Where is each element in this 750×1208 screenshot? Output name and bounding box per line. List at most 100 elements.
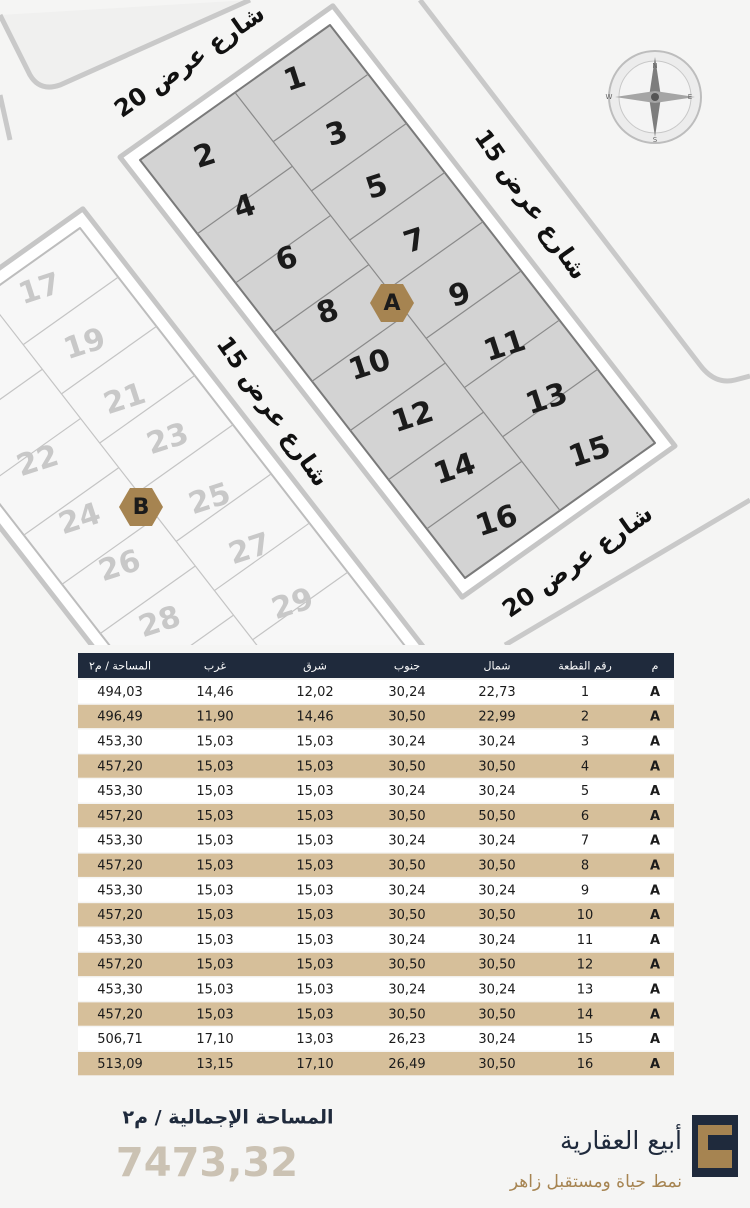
table-cell: 15,03 <box>296 859 333 874</box>
table-cell: 457,20 <box>97 809 143 824</box>
header-cell: جنوب <box>394 660 420 673</box>
table-cell: 15,03 <box>296 958 333 973</box>
table-cell: 16 <box>577 1057 594 1072</box>
table-cell: A <box>650 784 660 799</box>
table-cell: 8 <box>581 859 589 874</box>
table-cell: 457,20 <box>97 759 143 774</box>
table-cell: 2 <box>581 710 589 725</box>
table-cell: 5 <box>581 784 589 799</box>
table-row <box>78 1052 674 1076</box>
plot-boundary <box>61 516 158 585</box>
table-cell: 513,09 <box>97 1057 143 1072</box>
plot-boundary <box>0 417 81 477</box>
table-row <box>78 804 674 828</box>
table-cell: 15,03 <box>196 809 233 824</box>
table-cell: 15,03 <box>196 784 233 799</box>
table-cell: 15,03 <box>296 883 333 898</box>
table-cell: 30,50 <box>388 908 425 923</box>
table-cell: 15,03 <box>296 1007 333 1022</box>
plot-boundary <box>197 165 293 235</box>
table-cell: 30,24 <box>388 685 425 700</box>
plot-boundary <box>502 368 598 438</box>
table-cell: 15,03 <box>296 834 333 849</box>
table-cell: 15,03 <box>196 908 233 923</box>
table-row <box>78 704 674 729</box>
plot-boundary <box>137 424 234 493</box>
compass: N E S W <box>606 50 702 144</box>
table-cell: A <box>650 1032 660 1047</box>
table-cell: 15,03 <box>196 759 233 774</box>
plot-boundary <box>349 172 446 241</box>
table-cell: 30,24 <box>388 735 425 750</box>
table-cell: 50,50 <box>478 809 515 824</box>
table-cell: 30,24 <box>388 983 425 998</box>
table-row <box>78 878 674 902</box>
footer: المساحة الإجمالية / م٢ 7473,32 أبيع العقار… <box>116 1107 738 1192</box>
plot-boundary <box>311 313 408 382</box>
brand-tagline: نمط حياة ومستقبل زاهر <box>509 1172 682 1192</box>
table-cell: 15,03 <box>196 834 233 849</box>
table-cell: 30,24 <box>478 1032 515 1047</box>
block-label: A <box>383 291 400 316</box>
table-cell: 14,46 <box>296 710 333 725</box>
total-label: المساحة الإجمالية / م٢ <box>122 1107 333 1129</box>
table-cell: 457,20 <box>97 958 143 973</box>
table-cell: 30,24 <box>478 883 515 898</box>
plot-boundary <box>235 214 331 284</box>
table-cell: 12,02 <box>296 685 333 700</box>
compass-letter: W <box>606 93 613 101</box>
plot-boundary <box>311 122 407 192</box>
table-cell: 30,50 <box>478 759 515 774</box>
table-cell: 506,71 <box>97 1032 143 1047</box>
table-cell: A <box>650 933 660 948</box>
table-cell: A <box>650 834 660 849</box>
table-cell: 15,03 <box>296 735 333 750</box>
plot-boundary <box>464 319 560 389</box>
table-header-bg <box>78 653 674 678</box>
table-cell: 13,03 <box>296 1032 333 1047</box>
table-cell: A <box>650 983 660 998</box>
table-row <box>78 952 674 977</box>
table-cell: 30,24 <box>478 784 515 799</box>
table-row <box>78 1027 674 1051</box>
plot-boundary <box>22 276 119 346</box>
road-edge <box>418 0 750 384</box>
table-row <box>78 779 674 803</box>
plot-boundary <box>214 522 310 592</box>
table-cell: 11 <box>577 933 594 948</box>
table-cell: 457,20 <box>97 859 143 874</box>
road-edge <box>503 497 750 645</box>
table-cell: 30,24 <box>478 933 515 948</box>
table-cell: 30,50 <box>388 1007 425 1022</box>
compass-letter: S <box>653 136 658 144</box>
table-cell: 26,49 <box>388 1057 425 1072</box>
header-cell: رقم القطعة <box>558 660 612 673</box>
table-cell: 15,03 <box>196 958 233 973</box>
table-cell: A <box>650 958 660 973</box>
plot-boundary <box>99 375 196 444</box>
table-cell: 15,03 <box>296 933 333 948</box>
table-cell: A <box>650 759 660 774</box>
table-cell: 494,03 <box>97 685 143 700</box>
table-cell: 453,30 <box>97 983 143 998</box>
plot-boundary <box>99 565 196 634</box>
plot-boundary <box>190 614 234 645</box>
table-row <box>78 903 674 927</box>
table-cell: 4 <box>581 759 589 774</box>
table-cell: 30,50 <box>478 859 515 874</box>
table-cell: 15 <box>577 1032 594 1047</box>
block-area <box>0 227 406 645</box>
table-cell: 457,20 <box>97 1007 143 1022</box>
table-cell: A <box>650 859 660 874</box>
table-cell: 30,24 <box>478 834 515 849</box>
table-cell: 30,50 <box>388 958 425 973</box>
table-cell: 1 <box>581 685 589 700</box>
table-cell: 3 <box>581 735 589 750</box>
plot-boundary <box>425 270 522 339</box>
road-edge <box>0 0 252 90</box>
table-cell: 30,50 <box>388 809 425 824</box>
table-cell: 496,49 <box>97 710 143 725</box>
table-cell: 15,03 <box>196 933 233 948</box>
table-cell: A <box>650 883 660 898</box>
